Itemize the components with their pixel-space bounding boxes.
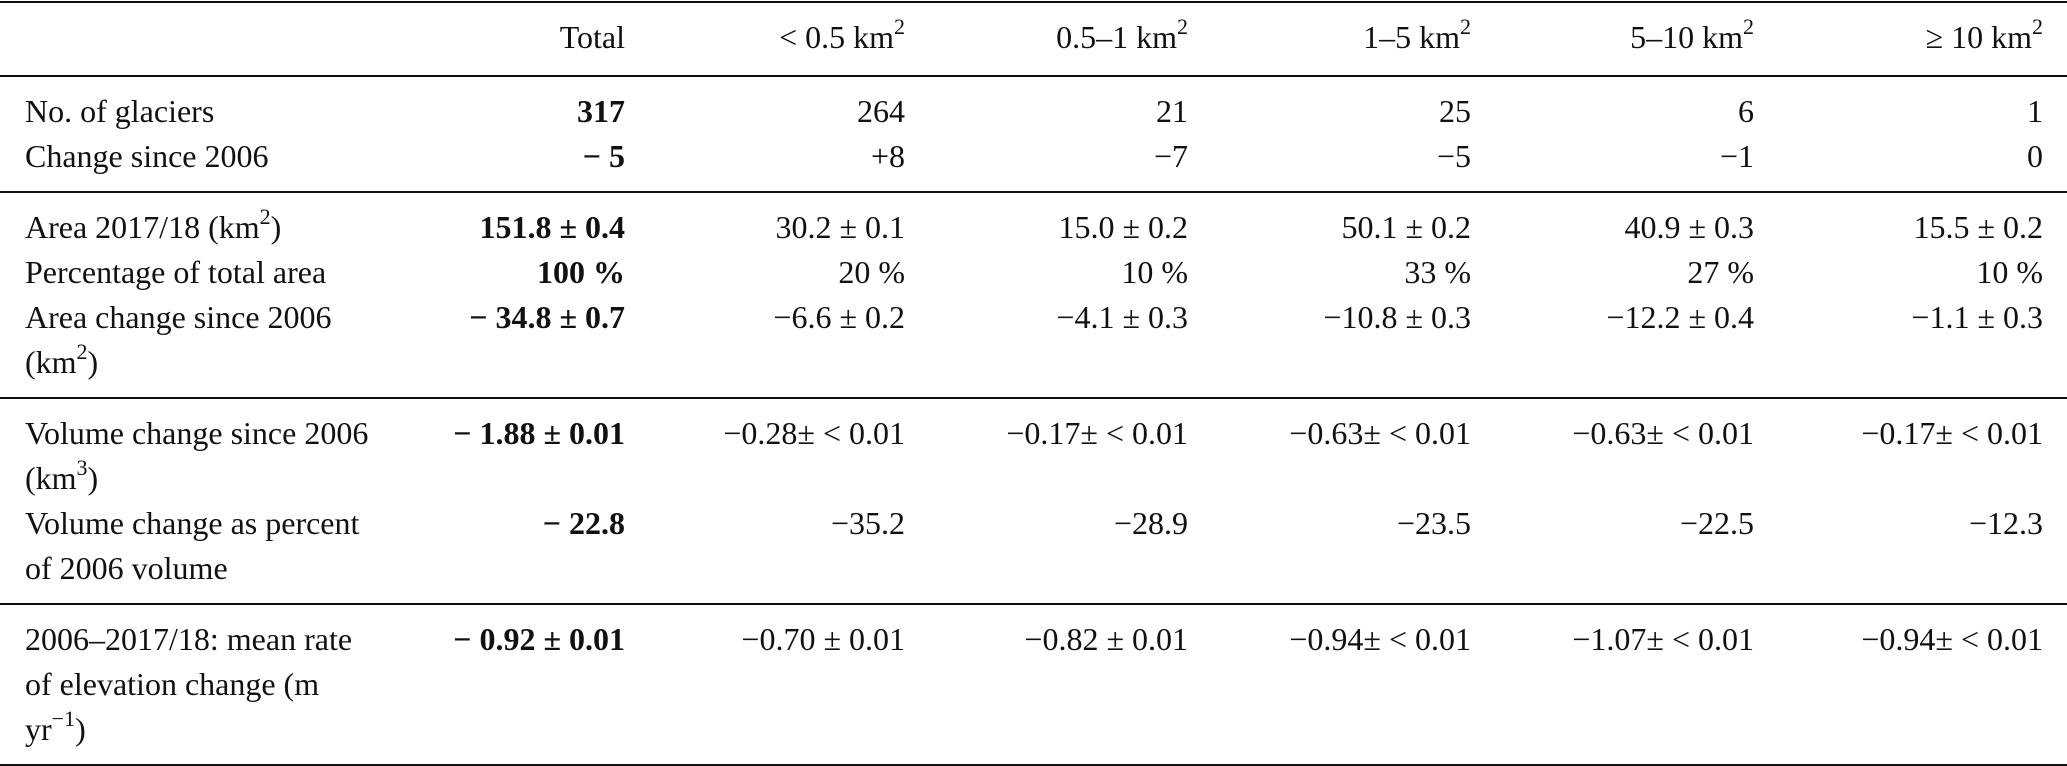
table-cell: 264 — [857, 93, 905, 129]
table-cell: 1 — [2027, 93, 2043, 129]
table-cell: 30.2 ± 0.1 — [775, 209, 905, 245]
table-row: No. of glaciers 317 264 21 25 6 1 — [0, 76, 2067, 134]
table-cell: +8 — [870, 138, 905, 174]
row-label: Volume change as percent of 2006 volume — [25, 505, 360, 586]
total-cell: − 22.8 — [542, 505, 625, 541]
table-cell: 15.5 ± 0.2 — [1913, 209, 2043, 245]
header-bin-5-10: 5–10 km2 — [1479, 1, 1762, 77]
table-cell: −10.8 ± 0.3 — [1323, 299, 1471, 335]
table-cell: 33 % — [1404, 254, 1471, 290]
header-bin-ge-10: ≥ 10 km2 — [1762, 1, 2067, 77]
table-row: 2006–2017/18: mean rate of elevation cha… — [0, 604, 2067, 765]
total-cell: − 1.88 ± 0.01 — [453, 415, 625, 451]
table-cell: 50.1 ± 0.2 — [1341, 209, 1471, 245]
row-label: 2006–2017/18: mean rate of elevation cha… — [25, 621, 353, 747]
header-total: Total — [395, 1, 630, 77]
table-cell: −0.94± < 0.01 — [1289, 621, 1471, 657]
table-cell: −0.82 ± 0.01 — [1024, 621, 1188, 657]
table-header: Total < 0.5 km2 0.5–1 km2 1–5 km2 5–10 k… — [0, 1, 2067, 77]
table-cell: −4.1 ± 0.3 — [1056, 299, 1188, 335]
table-cell: 27 % — [1687, 254, 1754, 290]
table-cell: −0.28± < 0.01 — [723, 415, 905, 451]
table-cell: 21 — [1156, 93, 1188, 129]
group-elevation: 2006–2017/18: mean rate of elevation cha… — [0, 604, 2067, 765]
table-cell: −1.1 ± 0.3 — [1911, 299, 2043, 335]
table-cell: −6.6 ± 0.2 — [773, 299, 905, 335]
table-cell: 15.0 ± 0.2 — [1058, 209, 1188, 245]
table-cell: 10 % — [1976, 254, 2043, 290]
table-cell: 0 — [2027, 138, 2043, 174]
table-cell: 6 — [1738, 93, 1754, 129]
row-label: Area change since 2006 (km2) — [25, 299, 332, 380]
table-cell: −7 — [1153, 138, 1188, 174]
table-cell: 20 % — [838, 254, 905, 290]
table-row: Change since 2006 − 5 +8 −7 −5 −1 0 — [0, 134, 2067, 192]
header-row: Total < 0.5 km2 0.5–1 km2 1–5 km2 5–10 k… — [0, 1, 2067, 77]
table-cell: −1.07± < 0.01 — [1572, 621, 1754, 657]
header-bin-0-5-1: 0.5–1 km2 — [913, 1, 1196, 77]
row-label: Volume change since 2006 (km3) — [25, 415, 369, 496]
table-cell: −0.70 ± 0.01 — [741, 621, 905, 657]
total-cell: − 34.8 ± 0.7 — [469, 299, 625, 335]
table-cell: −35.2 — [830, 505, 905, 541]
table-cell: −28.9 — [1113, 505, 1188, 541]
total-cell: − 5 — [582, 138, 625, 174]
table-cell: 10 % — [1121, 254, 1188, 290]
table-cell: 40.9 ± 0.3 — [1624, 209, 1754, 245]
table-cell: −0.94± < 0.01 — [1861, 621, 2043, 657]
total-cell: − 0.92 ± 0.01 — [453, 621, 625, 657]
table-cell: −0.17± < 0.01 — [1861, 415, 2043, 451]
total-cell: 317 — [577, 93, 625, 129]
table-cell: −0.63± < 0.01 — [1572, 415, 1754, 451]
row-label: Change since 2006 — [25, 138, 269, 174]
table-row: Area 2017/18 (km2) 151.8 ± 0.4 30.2 ± 0.… — [0, 192, 2067, 250]
table-row: Area change since 2006 (km2) − 34.8 ± 0.… — [0, 295, 2067, 398]
table-cell: −1 — [1719, 138, 1754, 174]
header-bin-1-5: 1–5 km2 — [1196, 1, 1479, 77]
group-area: Area 2017/18 (km2) 151.8 ± 0.4 30.2 ± 0.… — [0, 192, 2067, 398]
row-label: Area 2017/18 (km2) — [25, 204, 282, 245]
table-row: Percentage of total area 100 % 20 % 10 %… — [0, 250, 2067, 295]
header-label-blank — [0, 1, 395, 77]
row-label: No. of glaciers — [25, 93, 215, 129]
row-label: Percentage of total area — [25, 254, 327, 290]
table-cell: 25 — [1439, 93, 1471, 129]
table-cell: −12.2 ± 0.4 — [1606, 299, 1754, 335]
header-bin-lt-0-5: < 0.5 km2 — [630, 1, 913, 77]
group-glacier-count: No. of glaciers 317 264 21 25 6 1 Change… — [0, 76, 2067, 192]
group-volume: Volume change since 2006 (km3) − 1.88 ± … — [0, 398, 2067, 604]
table-cell: −0.63± < 0.01 — [1289, 415, 1471, 451]
total-cell: 151.8 ± 0.4 — [479, 209, 625, 245]
table-cell: −0.17± < 0.01 — [1006, 415, 1188, 451]
table-cell: −22.5 — [1679, 505, 1754, 541]
table-cell: −5 — [1436, 138, 1471, 174]
table-cell: −12.3 — [1968, 505, 2043, 541]
total-cell: 100 % — [537, 254, 625, 290]
table-row: Volume change since 2006 (km3) − 1.88 ± … — [0, 398, 2067, 501]
table-cell: −23.5 — [1396, 505, 1471, 541]
table-row: Volume change as percent of 2006 volume … — [0, 501, 2067, 604]
